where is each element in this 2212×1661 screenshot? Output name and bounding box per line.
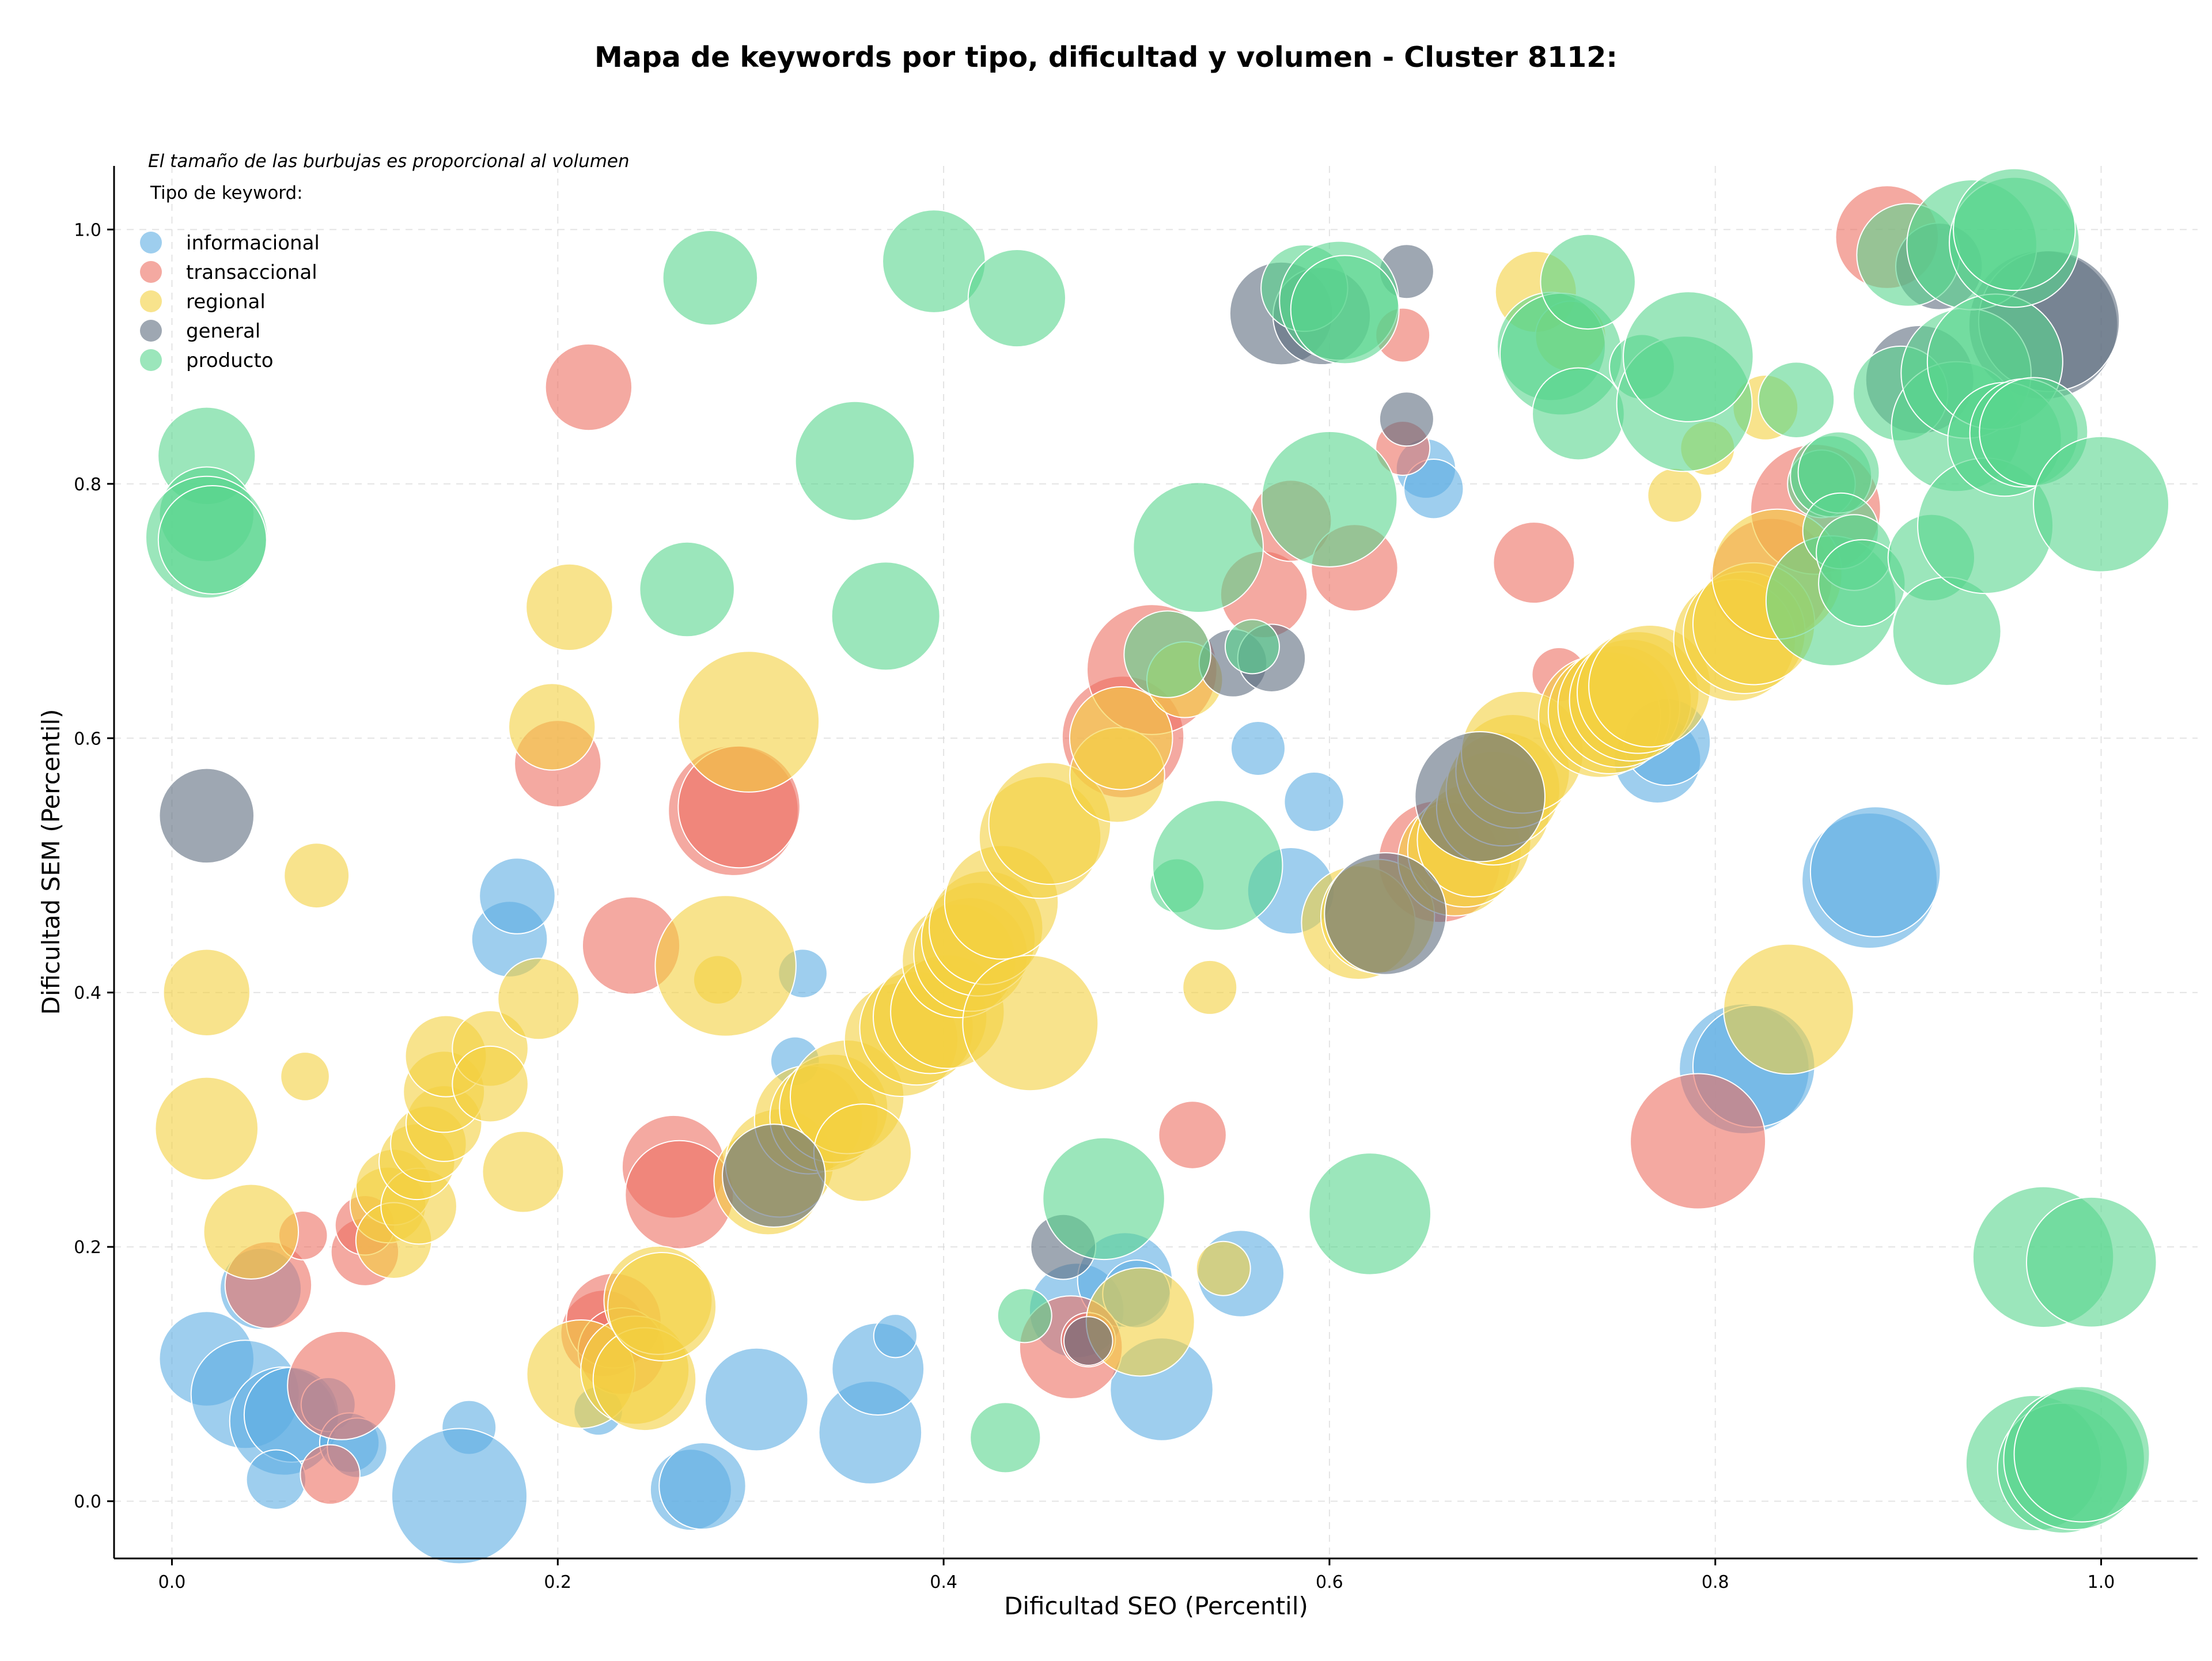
bubble-regional <box>482 1130 565 1213</box>
bubble-regional <box>508 683 596 771</box>
bubble-informacional <box>873 1314 918 1359</box>
bubble-regional <box>162 948 251 1036</box>
bubble-regional <box>154 1076 259 1181</box>
bubble-producto <box>1540 233 1636 330</box>
bubble-general <box>722 1123 826 1228</box>
bubble-producto <box>997 1288 1052 1344</box>
bubble-informacional <box>658 1441 747 1530</box>
bubble-regional <box>203 1183 300 1280</box>
bubble-regional <box>607 1251 717 1361</box>
legend-label-general: general <box>186 320 260 343</box>
y-tick-label: 0.6 <box>74 729 101 749</box>
bubble-producto <box>1261 430 1398 567</box>
bubble-producto <box>969 1402 1041 1474</box>
bubble-informacional <box>1230 720 1286 776</box>
bubble-regional <box>1069 686 1173 790</box>
chart-title: Mapa de keywords por tipo, dificultad y … <box>594 41 1618 74</box>
bubble-transaccional <box>1630 1073 1767 1210</box>
bubble-producto <box>831 561 941 671</box>
y-tick-label: 0.8 <box>74 475 101 495</box>
bubble-regional <box>452 1045 529 1123</box>
bubble-regional <box>1647 467 1703 523</box>
axes <box>113 166 2198 1560</box>
bubble-regional <box>1195 1240 1251 1296</box>
x-tick-label: 0.2 <box>544 1572 571 1592</box>
bubble-regional <box>1182 959 1238 1015</box>
x-tick-label: 0.0 <box>158 1572 186 1592</box>
bubble-general <box>158 767 255 864</box>
bubble-producto <box>2033 436 2170 573</box>
bubble-transaccional <box>544 343 633 432</box>
legend-label-regional: regional <box>186 290 266 313</box>
bubble-regional <box>283 842 350 909</box>
x-tick-label: 0.8 <box>1702 1572 1729 1592</box>
y-tick-label: 0.4 <box>74 983 101 1004</box>
legend-marker-producto <box>140 349 162 371</box>
legend-marker-general <box>140 320 162 342</box>
bubble-general <box>1414 731 1546 862</box>
bubble-producto <box>794 400 915 521</box>
bubble-transaccional <box>1493 521 1575 604</box>
bubble-producto <box>1042 1137 1165 1261</box>
bubble-producto <box>1290 255 1400 365</box>
bubble-producto <box>2026 1196 2157 1328</box>
bubble-producto <box>1123 610 1211 698</box>
y-tick-label: 1.0 <box>74 220 101 240</box>
bubble-regional <box>525 563 613 652</box>
bubble-regional <box>280 1051 330 1102</box>
legend: informacional transaccional regional genera… <box>140 232 320 372</box>
bubble-informacional <box>1403 458 1464 520</box>
bubble-producto <box>1758 361 1835 438</box>
y-tick-label: 0.2 <box>74 1238 101 1258</box>
legend-label-informacional: informacional <box>186 232 320 255</box>
bubble-producto <box>1224 619 1280 675</box>
bubble-transaccional <box>300 1444 361 1505</box>
bubble-producto <box>1308 1152 1431 1276</box>
bubble-general <box>1063 1316 1113 1366</box>
bubble-general <box>1324 852 1447 975</box>
bubble-regional <box>813 1103 912 1202</box>
bubble-regional <box>497 958 580 1041</box>
bubble-producto <box>639 541 735 638</box>
legend-title: Tipo de keyword: <box>150 183 303 203</box>
bubble-informacional <box>391 1428 528 1565</box>
x-tick-label: 0.6 <box>1316 1572 1343 1592</box>
bubble-general <box>1378 391 1434 447</box>
bubbles <box>145 168 2170 1565</box>
bubble-informacional <box>245 1449 307 1510</box>
bubble-transaccional <box>1158 1100 1227 1170</box>
bubble-producto <box>662 229 759 326</box>
legend-marker-regional <box>140 290 162 312</box>
bubble-regional <box>962 955 1099 1092</box>
y-tick-label: 0.0 <box>74 1492 101 1512</box>
legend-marker-transaccional <box>140 261 162 283</box>
legend-label-producto: producto <box>186 349 274 372</box>
bubble-informacional <box>1283 771 1344 833</box>
x-tick-label: 0.4 <box>930 1572 957 1592</box>
bubble-size-note: El tamaño de las burbujas es proporciona… <box>148 151 630 172</box>
x-tick-label: 1.0 <box>2088 1572 2115 1592</box>
bubble-regional <box>1723 943 1854 1075</box>
bubble-producto <box>1132 482 1264 613</box>
bubble-producto <box>1953 168 2076 292</box>
bubble-informacional <box>479 857 556 934</box>
x-axis-label: Dificultad SEO (Percentil) <box>1004 1592 1308 1620</box>
bubble-informacional <box>704 1347 809 1452</box>
legend-label-transaccional: transaccional <box>186 261 317 284</box>
legend-marker-informacional <box>140 232 162 253</box>
bubble-transaccional <box>287 1330 397 1440</box>
bubble-producto <box>1152 800 1283 931</box>
bubble-producto <box>1623 291 1754 422</box>
bubble-producto <box>2013 1386 2150 1523</box>
bubble-producto <box>157 485 267 595</box>
ticks: 0.0 0.2 0.4 0.6 0.8 1.0 0.0 0.2 0.4 0.6 0.8 1.0 <box>74 220 2115 1592</box>
bubble-regional <box>677 650 820 793</box>
y-axis-label: Dificultad SEM (Percentil) <box>37 709 65 1015</box>
bubble-producto <box>1532 367 1625 461</box>
bubble-regional <box>654 895 797 1037</box>
bubble-producto <box>967 248 1066 348</box>
bubble-informacional <box>1809 806 1941 937</box>
